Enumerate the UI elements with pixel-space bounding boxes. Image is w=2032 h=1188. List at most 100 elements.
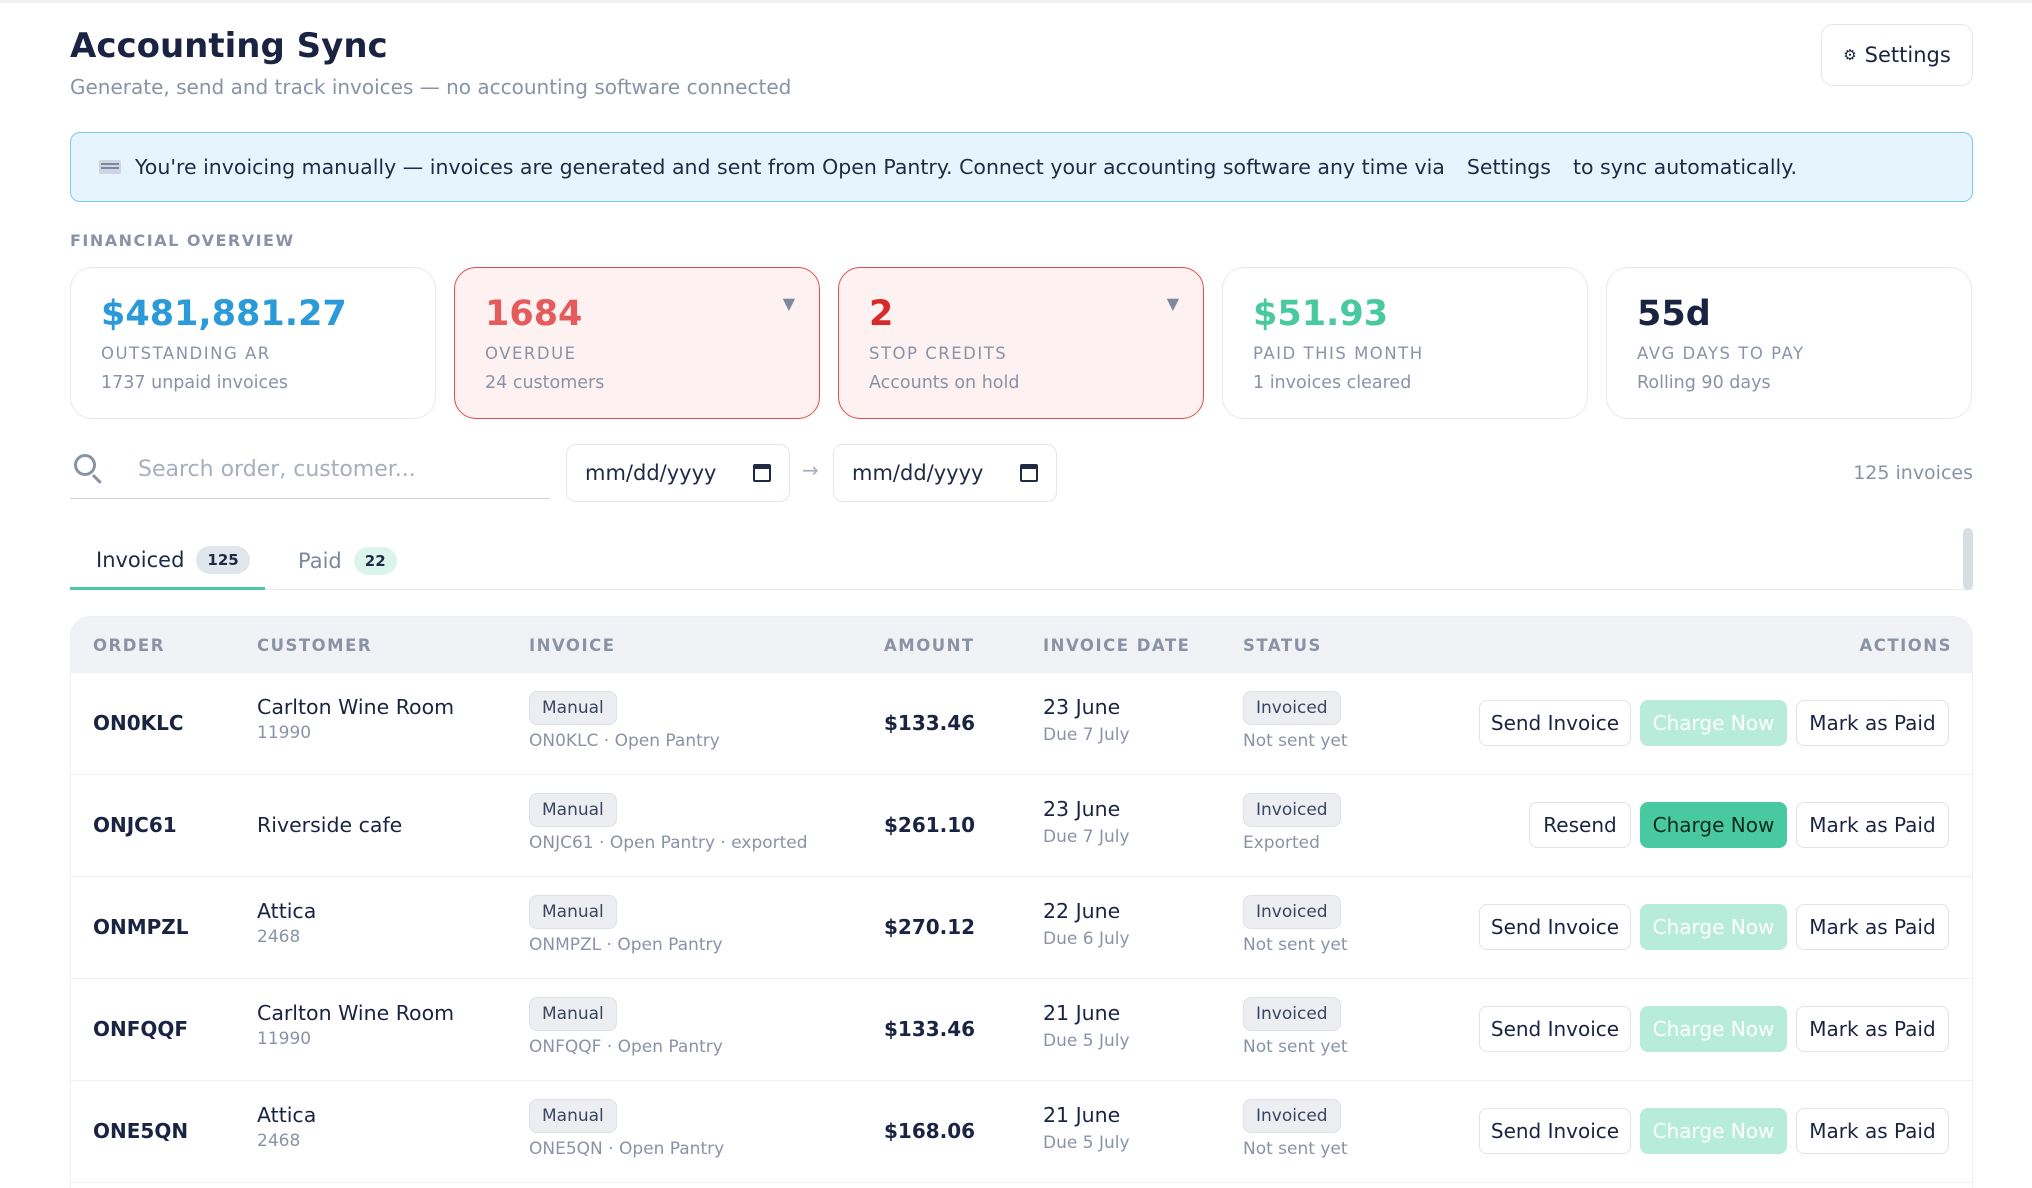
customer-name: Riverside cafe (257, 813, 403, 837)
customer-name: Carlton Wine Room (257, 695, 455, 719)
due-date: Due 5 July (1043, 1031, 1130, 1051)
due-date: Due 5 July (1043, 1133, 1130, 1153)
invoice-date: 21 June (1043, 1001, 1121, 1025)
date-from-field[interactable]: mm/dd/yyyy (566, 444, 790, 502)
card-label: OUTSTANDING AR (101, 344, 271, 363)
customer-name: Attica (257, 899, 317, 923)
customer-name: Attica (257, 1103, 317, 1127)
invoice-type-tag: Manual (529, 997, 617, 1031)
flag-icon (99, 160, 121, 174)
invoice-type-tag: Manual (529, 691, 617, 725)
invoice-meta: ONMPZL · Open Pantry (529, 935, 723, 955)
status-badge: Invoiced (1243, 793, 1341, 827)
send-invoice-button[interactable]: Send Invoice (1479, 700, 1631, 746)
date-to-field[interactable]: mm/dd/yyyy (833, 444, 1057, 502)
status-detail: Not sent yet (1243, 1037, 1348, 1057)
charge-now-button[interactable]: Charge Now (1640, 904, 1787, 950)
invoice-type-tag: Manual (529, 895, 617, 929)
customer-id: 11990 (257, 1029, 312, 1049)
card-sub: Accounts on hold (869, 373, 1020, 393)
send-invoice-button[interactable]: Send Invoice (1479, 1108, 1631, 1154)
send-invoice-button[interactable]: Send Invoice (1479, 1006, 1631, 1052)
calendar-icon[interactable] (1020, 464, 1038, 482)
card-overdue[interactable]: 1684 OVERDUE 24 customers ▼ (454, 267, 820, 419)
banner-settings-link[interactable]: Settings (1466, 155, 1551, 179)
search-input[interactable] (138, 452, 538, 486)
top-divider (0, 0, 2032, 3)
customer-id: 11990 (257, 723, 312, 743)
card-value: 1684 (485, 294, 583, 334)
calendar-icon[interactable] (753, 464, 771, 482)
tab-paid[interactable]: Paid 22 (298, 532, 397, 590)
charge-now-button[interactable]: Charge Now (1640, 1006, 1787, 1052)
card-sub: 1 invoices cleared (1253, 373, 1412, 393)
financial-overview-label: FINANCIAL OVERVIEW (70, 231, 295, 250)
invoice-date: 21 June (1043, 1103, 1121, 1127)
invoice-meta: ON0KLC · Open Pantry (529, 731, 720, 751)
send-invoice-button[interactable]: Send Invoice (1479, 904, 1631, 950)
page-subtitle: Generate, send and track invoices — no a… (70, 75, 792, 99)
card-sub: Rolling 90 days (1637, 373, 1771, 393)
mark-as-paid-button[interactable]: Mark as Paid (1796, 1006, 1949, 1052)
caret-down-icon[interactable]: ▼ (782, 294, 795, 313)
card-sub: 24 customers (485, 373, 605, 393)
card-value: 55d (1637, 294, 1711, 334)
status-badge: Invoiced (1243, 997, 1341, 1031)
tab-count-badge: 125 (196, 545, 250, 574)
table-row: ONJC61 Riverside cafe Manual ONJC61 · Op… (71, 775, 1972, 877)
invoice-date: 23 June (1043, 797, 1121, 821)
settings-button[interactable]: ⚙ Settings (1821, 24, 1973, 86)
mark-as-paid-button[interactable]: Mark as Paid (1796, 802, 1949, 848)
customer-id: 2468 (257, 1131, 301, 1151)
table-row: ONE5QN Attica 2468 Manual ONE5QN · Open … (71, 1081, 1972, 1183)
order-number: ONMPZL (93, 915, 189, 939)
manual-invoicing-banner: You're invoicing manually — invoices are… (70, 132, 1973, 202)
status-badge: Invoiced (1243, 895, 1341, 929)
status-detail: Not sent yet (1243, 1139, 1348, 1159)
charge-now-button[interactable]: Charge Now (1640, 1108, 1787, 1154)
status-detail: Not sent yet (1243, 731, 1348, 751)
tab-label: Paid (298, 549, 342, 573)
status-badge: Invoiced (1243, 1099, 1341, 1133)
column-header-invoice: INVOICE (529, 636, 616, 655)
card-label: PAID THIS MONTH (1253, 344, 1424, 363)
settings-button-label: Settings (1864, 43, 1951, 67)
column-header-invoice-date: INVOICE DATE (1043, 636, 1191, 655)
invoice-meta: ONFQQF · Open Pantry (529, 1037, 723, 1057)
search-icon (74, 454, 96, 476)
invoice-amount: $270.12 (884, 915, 976, 939)
mark-as-paid-button[interactable]: Mark as Paid (1796, 904, 1949, 950)
card-value: $481,881.27 (101, 294, 347, 334)
scrollbar-thumb[interactable] (1963, 528, 1973, 590)
banner-text-after: to sync automatically. (1572, 155, 1797, 179)
tab-bar: Invoiced 125 Paid 22 (70, 532, 1973, 590)
invoice-type-tag: Manual (529, 1099, 617, 1133)
order-number: ON0KLC (93, 711, 184, 735)
column-header-order: ORDER (93, 636, 165, 655)
caret-down-icon[interactable]: ▼ (1166, 294, 1179, 313)
column-header-status: STATUS (1243, 636, 1322, 655)
card-label: OVERDUE (485, 344, 577, 363)
invoice-count: 125 invoices (1853, 462, 1973, 484)
invoice-meta: ONE5QN · Open Pantry (529, 1139, 725, 1159)
charge-now-button[interactable]: Charge Now (1640, 700, 1787, 746)
column-header-customer: CUSTOMER (257, 636, 373, 655)
card-label: AVG DAYS TO PAY (1637, 344, 1805, 363)
invoices-table: ORDER CUSTOMER INVOICE AMOUNT INVOICE DA… (70, 616, 1973, 1188)
card-value: 2 (869, 294, 894, 334)
invoice-amount: $168.06 (884, 1119, 976, 1143)
mark-as-paid-button[interactable]: Mark as Paid (1796, 1108, 1949, 1154)
column-header-amount: AMOUNT (884, 636, 975, 655)
mark-as-paid-button[interactable]: Mark as Paid (1796, 700, 1949, 746)
charge-now-button[interactable]: Charge Now (1640, 802, 1787, 848)
resend-button[interactable]: Resend (1529, 802, 1631, 848)
gear-icon: ⚙ (1843, 46, 1857, 64)
page-title: Accounting Sync (70, 26, 388, 66)
table-row: ONMPZL Attica 2468 Manual ONMPZL · Open … (71, 877, 1972, 979)
table-row: ONFQQF Carlton Wine Room 11990 Manual ON… (71, 979, 1972, 1081)
tab-invoiced[interactable]: Invoiced 125 (70, 532, 265, 590)
card-stop-credits[interactable]: 2 STOP CREDITS Accounts on hold ▼ (838, 267, 1204, 419)
card-outstanding-ar: $481,881.27 OUTSTANDING AR 1737 unpaid i… (70, 267, 436, 419)
date-to-value: mm/dd/yyyy (852, 461, 984, 485)
search-box (70, 446, 550, 499)
